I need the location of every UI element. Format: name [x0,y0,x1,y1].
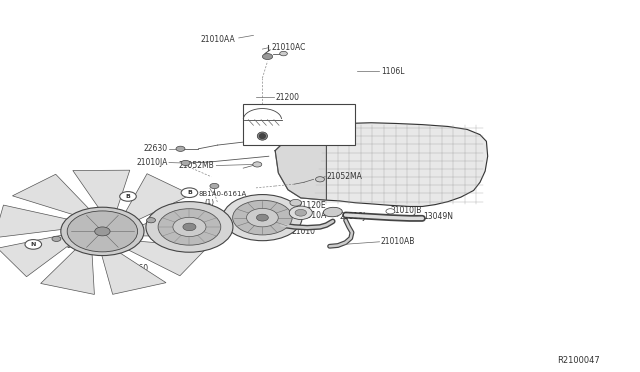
Circle shape [386,209,395,214]
Circle shape [52,236,61,241]
Circle shape [147,218,156,223]
Text: 8B1A0-6161A: 8B1A0-6161A [198,191,246,197]
Circle shape [61,207,144,256]
Circle shape [181,160,190,166]
Text: 21010AB: 21010AB [381,237,415,246]
Ellipse shape [323,207,342,217]
Text: (1): (1) [205,198,215,205]
Text: N: N [31,242,36,247]
Text: 21052MB: 21052MB [179,161,214,170]
Polygon shape [73,170,130,212]
Text: 21120E: 21120E [298,201,326,210]
Circle shape [158,209,221,245]
Text: 21010J: 21010J [339,212,365,221]
Polygon shape [124,174,191,222]
Text: 22630: 22630 [143,144,168,153]
Circle shape [246,208,278,227]
Circle shape [25,240,42,249]
Text: 21200: 21200 [275,93,300,102]
Polygon shape [124,241,208,276]
Polygon shape [0,205,73,238]
Circle shape [120,192,136,201]
Text: 21052MA: 21052MA [326,172,362,181]
Circle shape [295,209,307,216]
Text: 21010JB: 21010JB [390,206,422,215]
Circle shape [146,202,233,252]
Text: (1): (1) [141,201,151,208]
Text: B: B [125,194,131,199]
Circle shape [257,214,268,221]
Circle shape [181,188,198,198]
Circle shape [67,211,138,252]
Circle shape [289,206,312,219]
Polygon shape [101,250,166,294]
Text: 08918-3061A: 08918-3061A [29,243,77,248]
Circle shape [173,217,206,237]
FancyBboxPatch shape [243,104,355,145]
Circle shape [262,54,273,60]
Circle shape [233,200,292,235]
Polygon shape [275,126,326,200]
Text: B: B [187,190,192,195]
Text: 1106L: 1106L [381,67,404,76]
Polygon shape [275,123,488,206]
Text: 21082: 21082 [256,221,280,230]
Text: 13049N: 13049N [424,212,454,221]
Circle shape [176,146,185,151]
Text: 21010AA: 21010AA [201,35,236,44]
Circle shape [253,162,262,167]
Circle shape [95,227,110,236]
Text: 0B1A0-6161A: 0B1A0-6161A [136,194,184,200]
Polygon shape [12,174,92,217]
Circle shape [280,51,287,56]
Polygon shape [0,234,73,277]
Circle shape [290,199,301,206]
Text: 21010: 21010 [291,227,315,236]
Text: 21010JA: 21010JA [136,158,168,167]
Text: 21010AC: 21010AC [272,43,307,52]
Circle shape [210,183,219,189]
Ellipse shape [257,132,268,140]
Circle shape [183,223,196,231]
Text: 21060: 21060 [125,264,149,273]
Text: (4): (4) [33,250,43,256]
Polygon shape [41,246,94,295]
Polygon shape [137,204,211,237]
Circle shape [316,177,324,182]
Circle shape [223,195,302,241]
Text: R2100047: R2100047 [557,356,600,365]
Text: 21010A: 21010A [298,211,327,220]
Ellipse shape [259,134,266,139]
